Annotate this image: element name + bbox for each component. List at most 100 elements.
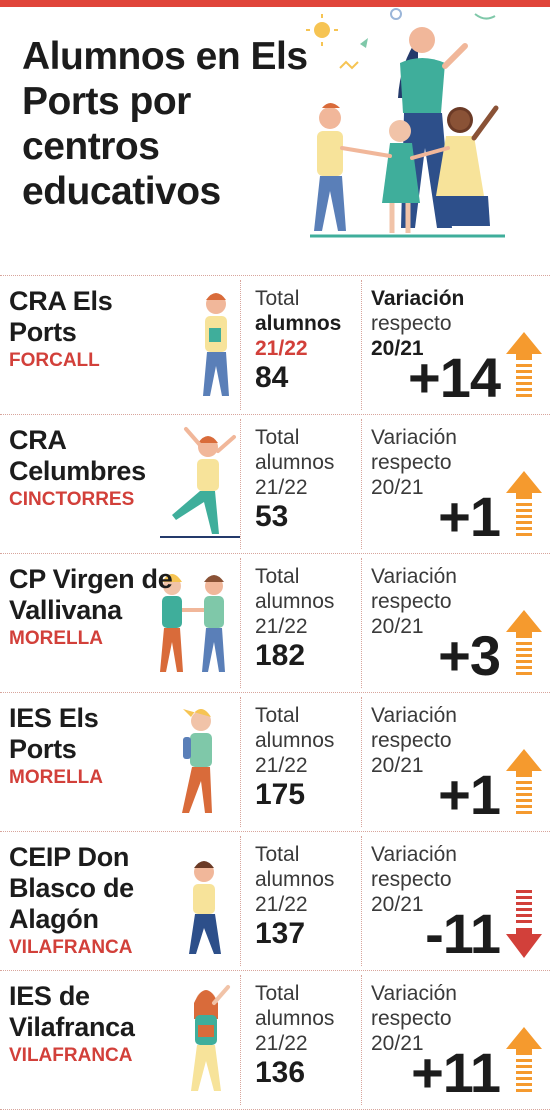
total-label-1: Total: [255, 565, 300, 588]
total-value: 84: [255, 361, 289, 394]
total-label-2: alumnos: [255, 868, 335, 891]
total-value: 136: [255, 1056, 306, 1089]
arrow-up-icon: [506, 332, 542, 397]
total-label-3: 21/22: [255, 754, 308, 777]
variation-label-1: Variación: [371, 704, 457, 727]
student-illustration: [182, 709, 212, 813]
total-label-2: alumnos: [255, 1007, 335, 1030]
total-students: Total alumnos 21/22 84: [255, 286, 359, 394]
total-label-2: alumnos: [255, 729, 335, 752]
column-divider: [240, 419, 241, 549]
school-name: CRA Celumbres CINCTORRES: [9, 425, 184, 513]
total-label-3: 21/22: [255, 337, 308, 360]
school-row: CP Virgen de Vallivana MORELLA Total alu…: [0, 553, 550, 692]
column-divider: [361, 419, 362, 549]
column-divider: [361, 836, 362, 966]
total-label-2: alumnos: [255, 590, 335, 613]
total-label-3: 21/22: [255, 476, 308, 499]
variation-label-2: respecto: [371, 1007, 452, 1030]
total-value: 137: [255, 917, 306, 950]
variation-label-1: Variación: [371, 843, 457, 866]
total-value: 182: [255, 639, 306, 672]
town-name: FORCALL: [9, 350, 100, 371]
total-value: 175: [255, 778, 306, 811]
school-list: CRA Els Ports FORCALL Total alumnos 21/2…: [0, 275, 550, 1110]
arrow-up-icon: [506, 610, 542, 675]
total-label-1: Total: [255, 426, 300, 449]
variation-block: Variación respecto 20/21: [371, 564, 501, 639]
variation-label-2: respecto: [371, 451, 452, 474]
variation-label-1: Variación: [371, 982, 457, 1005]
school-name-text: CRA Els Ports: [9, 286, 113, 347]
school-name: IES Els Ports MORELLA: [9, 703, 184, 791]
column-divider: [240, 558, 241, 688]
variation-value: +1: [438, 485, 501, 548]
variation-value: +14: [408, 346, 501, 409]
variation-label-1: Variación: [371, 426, 457, 449]
variation-block: Variación respecto 20/21: [371, 286, 501, 361]
school-row: CRA Els Ports FORCALL Total alumnos 21/2…: [0, 275, 550, 414]
student-illustration: [189, 861, 221, 954]
variation-value: +3: [438, 624, 501, 687]
column-divider: [361, 975, 362, 1105]
variation-value: +1: [438, 763, 501, 826]
town-name: CINCTORRES: [9, 489, 135, 510]
school-name: IES de Vilafranca VILAFRANCA: [9, 981, 184, 1069]
school-name: CRA Els Ports FORCALL: [9, 286, 184, 374]
variation-label-3: 20/21: [371, 476, 424, 499]
school-name-text: IES Els Ports: [9, 703, 99, 764]
arrow-up-icon: [506, 471, 542, 536]
variation-label-3: 20/21: [371, 615, 424, 638]
total-label-1: Total: [255, 982, 300, 1005]
town-name: MORELLA: [9, 767, 103, 788]
school-name: CP Virgen de Vallivana MORELLA: [9, 564, 184, 652]
total-students: Total alumnos 21/22 175: [255, 703, 359, 811]
total-students: Total alumnos 21/22 182: [255, 564, 359, 672]
variation-block: Variación respecto 20/21: [371, 425, 501, 500]
town-name: MORELLA: [9, 628, 103, 649]
arrow-up-icon: [506, 749, 542, 814]
variation-label-2: respecto: [371, 312, 452, 335]
variation-label-3: 20/21: [371, 337, 424, 360]
total-label-1: Total: [255, 704, 300, 727]
school-name: CEIP Don Blasco de Alagón VILAFRANCA: [9, 842, 184, 961]
variation-label-1: Variación: [371, 287, 465, 310]
teacher-children-illustration: [306, 8, 505, 238]
school-name-text: CP Virgen de Vallivana: [9, 564, 173, 625]
student-illustration: [160, 427, 240, 538]
town-name: VILAFRANCA: [9, 937, 133, 958]
student-illustration: [203, 293, 229, 396]
total-label-3: 21/22: [255, 615, 308, 638]
variation-label-2: respecto: [371, 729, 452, 752]
town-name: VILAFRANCA: [9, 1045, 133, 1066]
school-row: IES Els Ports MORELLA Total alumnos 21/2…: [0, 692, 550, 831]
top-accent-bar: [0, 0, 550, 7]
variation-block: Variación respecto 20/21: [371, 703, 501, 778]
column-divider: [240, 697, 241, 827]
variation-value: +11: [411, 1041, 501, 1104]
total-label-2: alumnos: [255, 451, 335, 474]
school-row: CEIP Don Blasco de Alagón VILAFRANCA Tot…: [0, 831, 550, 970]
total-label-3: 21/22: [255, 1032, 308, 1055]
total-label-1: Total: [255, 843, 300, 866]
column-divider: [361, 558, 362, 688]
school-row: IES de Vilafranca VILAFRANCA Total alumn…: [0, 970, 550, 1110]
arrow-up-icon: [506, 1027, 542, 1092]
variation-label-2: respecto: [371, 590, 452, 613]
total-students: Total alumnos 21/22 136: [255, 981, 359, 1089]
total-students: Total alumnos 21/22 137: [255, 842, 359, 950]
total-label-2: alumnos: [255, 312, 342, 335]
variation-value: -11: [425, 902, 501, 965]
column-divider: [240, 836, 241, 966]
students-illustration: [160, 574, 225, 672]
student-illustration: [191, 985, 230, 1091]
variation-block: Variación respecto 20/21: [371, 842, 501, 917]
column-divider: [361, 697, 362, 827]
variation-block: Variación respecto 20/21: [371, 981, 501, 1056]
arrow-down-icon: [506, 890, 542, 958]
variation-label-1: Variación: [371, 565, 457, 588]
column-divider: [240, 280, 241, 410]
column-divider: [240, 975, 241, 1105]
total-value: 53: [255, 500, 289, 533]
variation-label-3: 20/21: [371, 754, 424, 777]
